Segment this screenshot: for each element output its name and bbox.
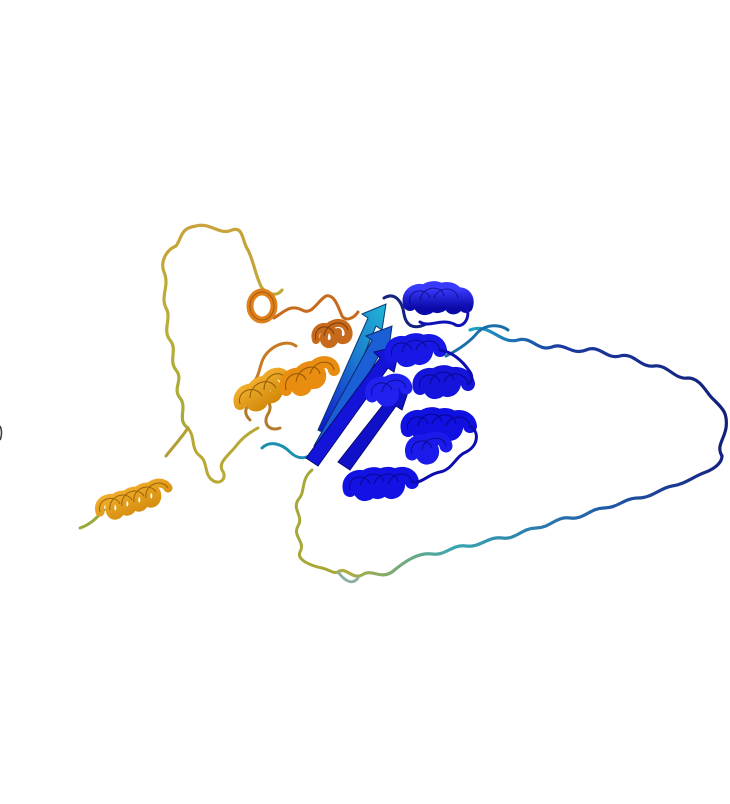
beta-sheet xyxy=(305,303,411,471)
loop-orange-mid xyxy=(250,341,298,386)
blue-core-domain xyxy=(305,281,478,501)
loop-right-lower xyxy=(336,454,724,578)
loop-bottom-squiggle xyxy=(336,570,360,584)
loop-to-left-helix xyxy=(164,426,190,458)
helix-orange-top xyxy=(246,288,278,324)
helix-blue-lower xyxy=(342,407,477,501)
loop-blue-connector-2 xyxy=(438,348,474,386)
loop-blue-connector xyxy=(410,424,478,484)
helix-amber-center xyxy=(233,367,292,412)
loop-teal-upper xyxy=(444,324,510,358)
loop-navy-top xyxy=(382,294,428,329)
edge-fragment xyxy=(0,425,3,441)
orange-helices xyxy=(78,288,353,530)
helix-blue-top xyxy=(402,281,474,327)
helix-amber-right xyxy=(279,356,340,396)
loop-right-upper xyxy=(468,326,728,458)
loop-orange-upper xyxy=(272,294,360,321)
loop-core-to-bottom xyxy=(294,468,340,574)
loop-left-lower xyxy=(186,426,260,484)
helix-left-terminal xyxy=(78,478,173,530)
helix-blue-middle xyxy=(365,333,475,407)
loop-left-large xyxy=(161,223,284,430)
helix-rust-coil xyxy=(311,318,353,348)
